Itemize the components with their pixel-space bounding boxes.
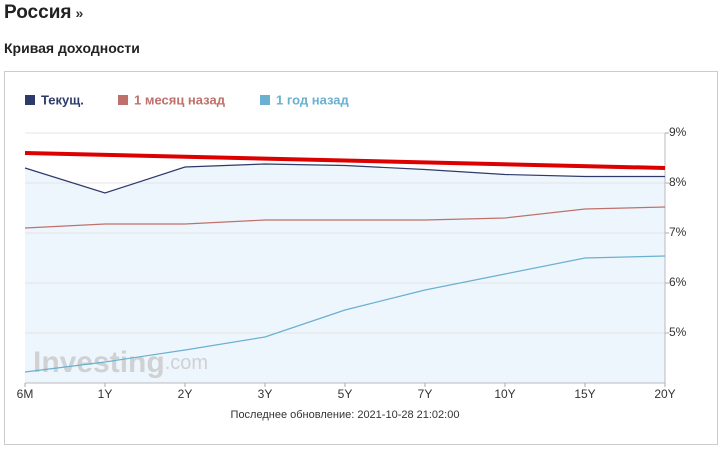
y-tick-label: 6% (669, 275, 687, 289)
y-tick-label: 5% (669, 325, 687, 339)
x-tick-label: 10Y (494, 387, 515, 401)
x-tick-label: 5Y (338, 387, 353, 401)
y-tick-label: 7% (669, 225, 687, 239)
series-line (24, 255, 666, 373)
legend-label: Текущ. (41, 92, 84, 107)
series-line (24, 163, 665, 194)
trend-line (24, 151, 666, 170)
x-tick-label: 20Y (654, 387, 675, 401)
legend-swatch (25, 95, 35, 105)
y-tick-label: 9% (669, 125, 687, 139)
footer: Последнее обновление: 2021-10-28 21:02:0… (231, 409, 460, 421)
area (25, 164, 665, 383)
chart-box (4, 71, 718, 445)
legend-swatch (260, 95, 270, 105)
x-tick-label: 15Y (574, 387, 595, 401)
y-tick-label: 8% (669, 175, 687, 189)
x-tick-label: 7Y (418, 387, 433, 401)
x-tick-label: 3Y (258, 387, 273, 401)
title-text: Россия (4, 2, 72, 23)
section-title: Кривая доходности (4, 40, 140, 56)
watermark: Investing.com (33, 346, 208, 379)
x-tick-label: 6M (17, 387, 34, 401)
legend-label: 1 месяц назад (134, 92, 226, 107)
page-title: Россия» (4, 2, 83, 24)
title-arrow[interactable]: » (75, 5, 84, 21)
legend-label: 1 год назад (276, 92, 349, 107)
legend-swatch (118, 95, 128, 105)
x-tick-label: 2Y (178, 387, 193, 401)
watermark-suffix: .com (165, 352, 208, 374)
series-line (24, 206, 666, 229)
x-tick-label: 1Y (98, 387, 113, 401)
